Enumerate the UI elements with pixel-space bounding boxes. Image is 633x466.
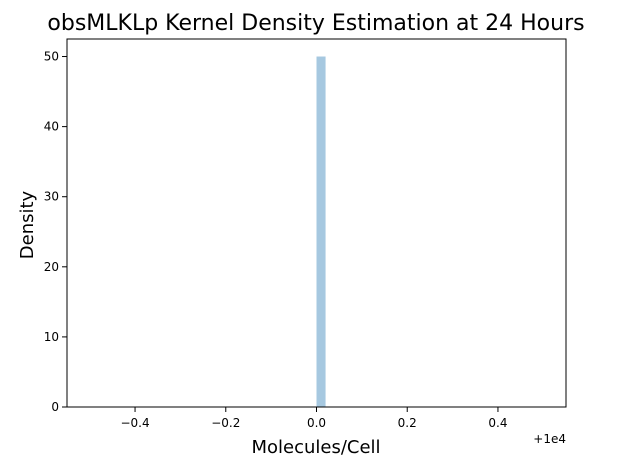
y-tick-label: 40: [44, 120, 59, 134]
y-tick-label: 20: [44, 260, 59, 274]
y-axis-label: Density: [17, 190, 38, 259]
y-tick-label: 30: [44, 190, 59, 204]
density-bar: [316, 56, 326, 408]
x-tick-label: 0.4: [488, 416, 507, 430]
y-tick-label: 10: [44, 330, 59, 344]
chart-title: obsMLKLp Kernel Density Estimation at 24…: [47, 11, 584, 36]
x-tick-label: 0.2: [398, 416, 417, 430]
plot-area: −0.4 −0.2 0.0 0.2 0.4 0 10 20 30 40 50: [44, 38, 567, 430]
x-axis-label: Molecules/Cell: [251, 437, 380, 458]
y-tick-label: 50: [44, 50, 59, 64]
y-tick-label: 0: [51, 400, 59, 414]
x-tick-label: −0.4: [120, 416, 149, 430]
x-offset-label: +1e4: [533, 432, 566, 446]
x-tick-label: 0.0: [307, 416, 326, 430]
x-tick-label: −0.2: [211, 416, 240, 430]
